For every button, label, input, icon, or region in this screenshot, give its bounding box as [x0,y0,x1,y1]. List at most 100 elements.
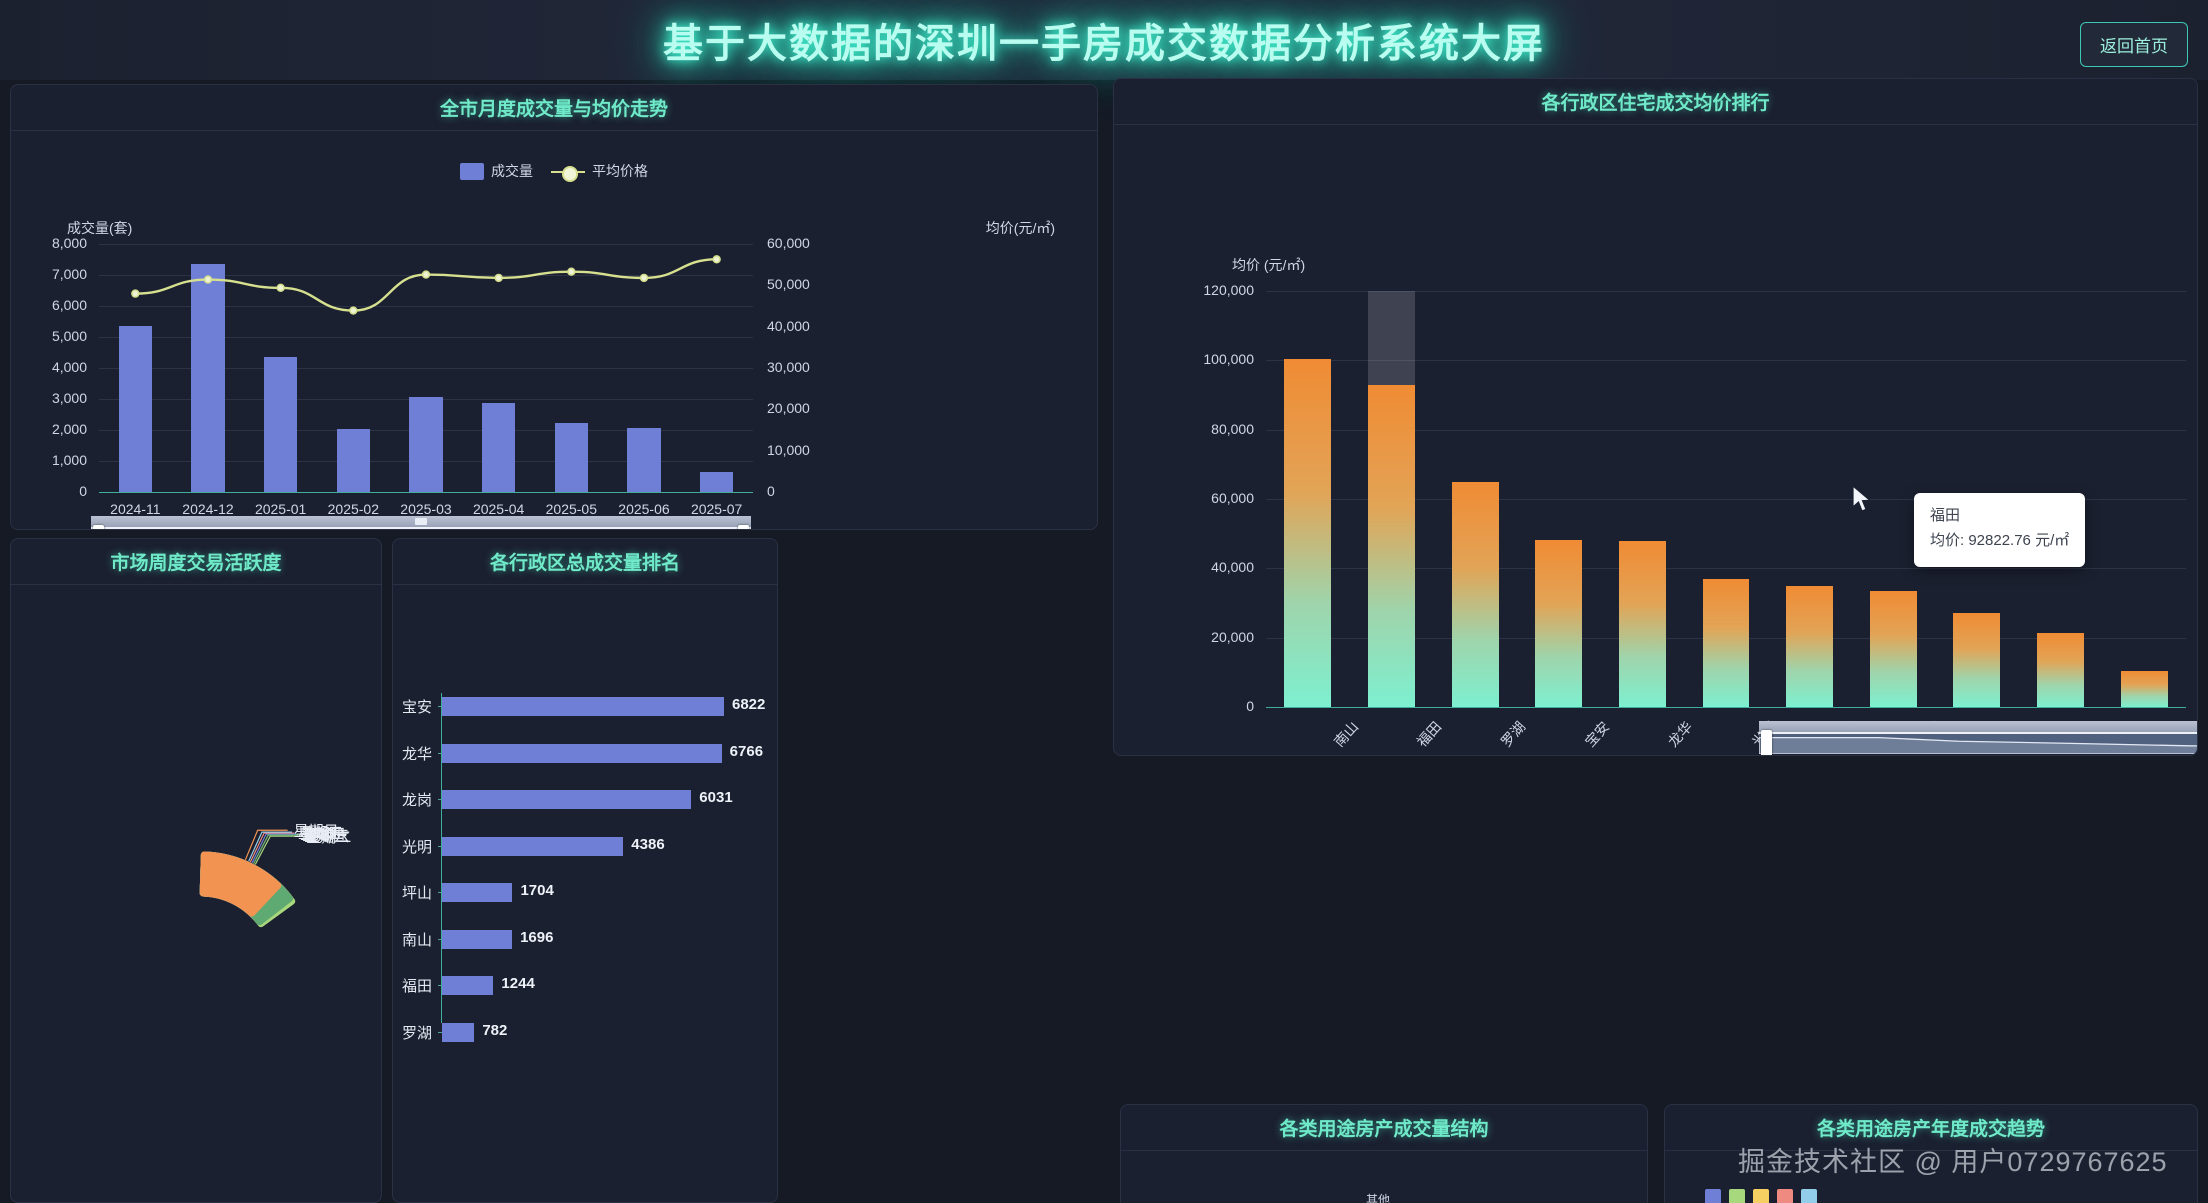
bar-district-price[interactable] [1702,578,1750,707]
datazoom-grip-icon[interactable] [415,518,427,525]
datazoom-handle-right[interactable] [738,525,749,529]
bar-category-label: 龙岗 [401,792,432,809]
line-point[interactable] [131,289,140,298]
y-axis-tick: 120,000 [1203,282,1254,298]
y-axis-tick-left: 6,000 [51,297,87,313]
usage-partial-label: 其他 [1366,1193,1391,1203]
x-axis-tick: 龙华 [1665,718,1696,750]
legend-item-volume[interactable]: 成交量 [460,161,533,181]
chart-legend[interactable]: 成交量 平均价格 [11,161,1097,182]
tooltip-title: 福田 [1930,507,1961,524]
gridline [1266,568,2186,570]
y-axis-tick-left: 4,000 [51,359,87,375]
legend-swatch-icon [1729,1189,1745,1203]
bar-value-label: 782 [482,1021,508,1039]
legend-item-avg-price[interactable]: 平均价格 [551,161,648,182]
bar-district-volume[interactable] [442,743,722,763]
bar-monthly-volume[interactable] [118,326,153,492]
bar-district-price[interactable] [1451,481,1499,707]
donut-slice-label: 星期六 [304,828,350,846]
legend-bar-swatch-icon [460,162,484,180]
panel-usage-structure: 各类用途房产成交量结构 其他 [1120,1104,1648,1203]
chart-district-volume[interactable]: 宝安 6822 龙华 6766 龙岗 6031 光明 4386 坪山 1704 南山 1696 福田 12… [393,585,777,1202]
axis-tick-mark [438,1031,442,1033]
panel-weekly-title: 市场周度交易活跃度 [110,553,282,574]
chart-weekly-activity[interactable]: 星期一 星期二 星期三 星期四 星期五 星期六 星期日 [11,585,382,1203]
panel-district-volume-title: 各行政区总成交量排名 [489,553,680,574]
y-axis-tick: 0 [1246,698,1254,714]
x-axis-tick: 2025-06 [618,501,670,517]
bar-value-label: 4386 [631,835,665,853]
bar-district-price[interactable] [1284,358,1332,707]
donut-slice[interactable] [199,851,282,917]
bar-monthly-volume[interactable] [627,427,661,492]
chart-monthly-trend[interactable]: 成交量 平均价格 成交量(套) 均价(元/㎡) 0 1,000 2,000 3,000… [11,131,1097,529]
datazoom-bar[interactable] [91,516,751,527]
datazoom-selection[interactable] [91,527,751,529]
datazoom-slider-monthly[interactable] [91,516,751,529]
bar-monthly-volume[interactable] [699,471,734,492]
bar-district-price[interactable] [2120,670,2168,707]
usage-trend-legend[interactable] [1705,1189,1817,1203]
bar-district-price[interactable] [1535,539,1583,707]
legend-swatch-icon [1753,1189,1769,1203]
bar-monthly-volume[interactable] [263,357,298,492]
line-point[interactable] [349,306,358,315]
datazoom-preview-chart [1759,737,2197,754]
panel-weekly-header: 市场周度交易活跃度 [11,539,381,585]
bar-monthly-volume[interactable] [336,429,371,492]
bar-district-price[interactable] [1786,585,1834,707]
bar-district-volume[interactable] [442,883,513,902]
bar-value-label: 6031 [699,789,733,806]
donut-chart[interactable] [11,585,382,1203]
chart-district-price[interactable]: 均价 (元/㎡) 0 20,000 40,000 60,000 80,000 100,00… [1114,125,2197,755]
line-point[interactable] [712,255,721,264]
chart-usage-trend[interactable] [1665,1151,2197,1203]
bar-district-price[interactable] [1869,591,1917,707]
datazoom-selection[interactable] [1759,732,2197,754]
gridline [1266,291,2186,292]
donut-leader-line [254,835,301,865]
line-point[interactable] [276,283,285,293]
datazoom-handle-left[interactable] [1761,730,1772,755]
chart-tooltip: 福田 均价: 92822.76 元/㎡ [1914,493,2086,567]
panel-usage-trend: 各类用途房产年度成交趋势 [1664,1104,2198,1203]
donut-leader-line [251,833,297,864]
x-axis-tick: 2025-05 [545,501,598,517]
bar-district-price[interactable] [1368,385,1415,707]
donut-slice-label: 星期二 [306,829,352,847]
bar-district-volume[interactable] [442,929,513,949]
gridline [99,368,753,369]
bar-district-price[interactable] [2037,633,2084,707]
y-axis-tick-left: 0 [79,483,87,499]
y-axis-tick-left: 1,000 [51,452,87,468]
bar-district-volume[interactable] [442,976,494,995]
y-axis-tick-left: 7,000 [51,266,87,282]
return-home-button[interactable]: 返回首页 [2080,22,2188,67]
datazoom-handle-left[interactable] [93,525,104,529]
bar-district-volume[interactable] [442,836,624,856]
bar-district-price[interactable] [1953,613,2001,707]
bar-monthly-volume[interactable] [409,396,443,492]
bar-district-volume[interactable] [442,697,724,716]
datazoom-bar[interactable] [1759,721,2197,732]
panel-usage-structure-header: 各类用途房产成交量结构 [1121,1105,1647,1151]
bar-district-volume[interactable] [442,1022,475,1042]
app-header: 基于大数据的深圳一手房成交数据分析系统大屏 [0,0,2208,80]
x-axis-tick: 2024-11 [110,501,161,517]
y-axis-tick-right: 30,000 [767,359,810,375]
tooltip-value: 均价: 92822.76 元/㎡ [1930,531,2070,549]
y-axis-tick-left: 3,000 [51,390,87,406]
bar-monthly-volume[interactable] [554,422,589,492]
bar-monthly-volume[interactable] [481,403,516,492]
datazoom-slider-district[interactable] [1759,721,2197,755]
bar-district-price[interactable] [1618,540,1666,707]
y-axis-tick-right: 10,000 [767,441,810,458]
x-axis-tick: 福田 [1414,718,1445,750]
y-axis-tick-right: 20,000 [767,400,810,417]
chart-usage-structure[interactable]: 其他 [1121,1151,1647,1203]
bar-monthly-volume[interactable] [191,263,225,492]
donut-slice-label: 星期三 [304,828,350,846]
bar-district-volume[interactable] [442,790,692,809]
mouse-cursor-icon [1852,485,1872,512]
